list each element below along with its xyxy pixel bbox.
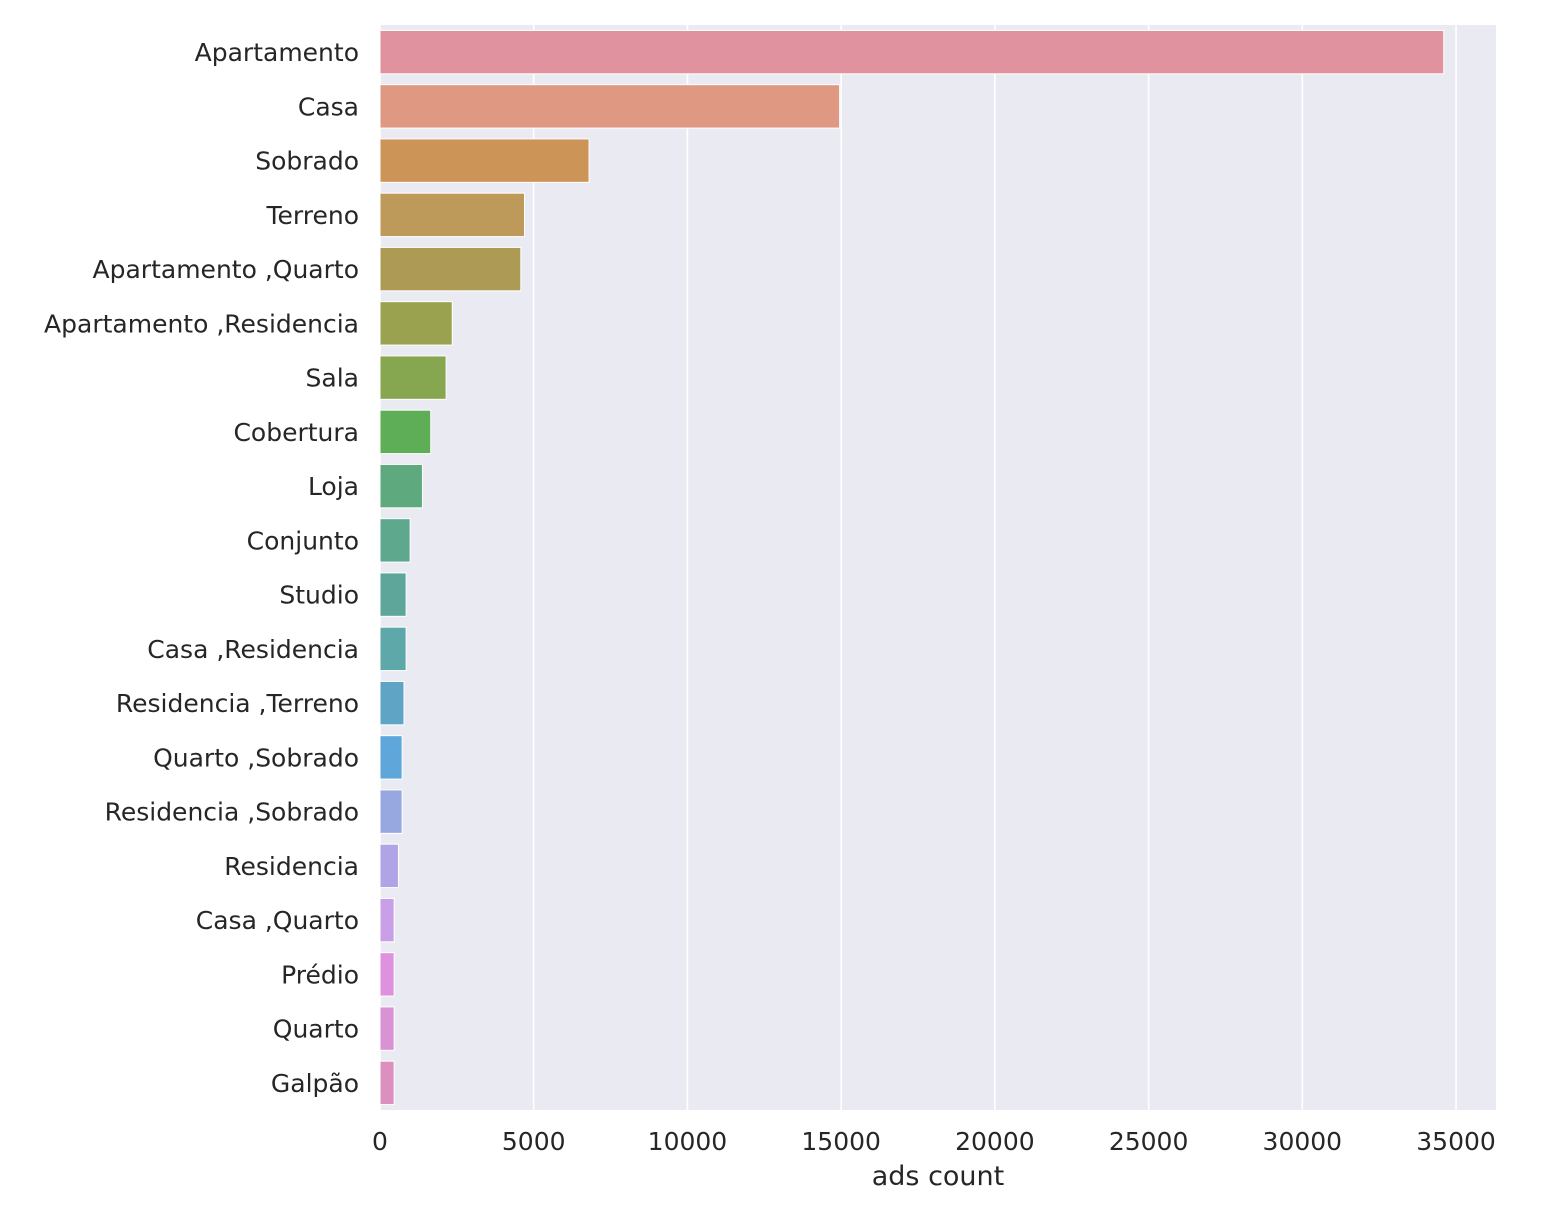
category-label: Sobrado (255, 147, 359, 176)
category-label: Quarto ,Sobrado (153, 743, 359, 772)
category-label: Residencia ,Sobrado (105, 798, 359, 827)
category-label: Residencia ,Terreno (116, 689, 359, 718)
category-label: Sala (306, 364, 359, 393)
x-tick-label: 5000 (502, 1127, 566, 1156)
bar (379, 626, 407, 672)
bar (379, 680, 405, 726)
bar (379, 84, 841, 129)
bar (379, 409, 432, 455)
category-label: Loja (308, 472, 359, 501)
category-label: Casa (298, 92, 359, 121)
bar (379, 138, 590, 183)
x-axis-title: ads count (872, 1161, 1005, 1192)
bar (379, 518, 411, 563)
category-label: Conjunto (247, 526, 359, 555)
category-label: Apartamento ,Residencia (44, 309, 359, 338)
category-label: Casa ,Residencia (147, 635, 359, 664)
x-tick-label: 15000 (801, 1127, 881, 1156)
category-label: Apartamento ,Quarto (93, 255, 359, 284)
plot-background (380, 25, 1496, 1110)
bar (379, 301, 453, 346)
category-label: Studio (279, 581, 359, 610)
bar (379, 572, 407, 617)
x-tick-label: 10000 (648, 1127, 728, 1156)
bar (379, 246, 522, 292)
bar (379, 463, 423, 509)
bar (379, 897, 395, 943)
category-label: Quarto (273, 1015, 359, 1044)
category-label: Cobertura (233, 418, 359, 447)
bar (379, 1006, 395, 1051)
category-label: Terreno (266, 201, 360, 230)
category-label: Prédio (281, 960, 359, 989)
category-label: Apartamento (195, 38, 359, 67)
x-tick-label: 25000 (1109, 1127, 1189, 1156)
category-label: Residencia (224, 852, 359, 881)
bars (379, 29, 1445, 1106)
category-labels: Apartamento Casa Sobrado Terreno Apartamento… (44, 38, 359, 1098)
bar (379, 952, 395, 997)
x-tick-label: 35000 (1416, 1127, 1496, 1156)
x-tick-labels: 0 5000 10000 15000 20000 25000 30000 35000 (372, 1127, 1496, 1156)
category-label: Galpão (271, 1069, 359, 1098)
bar (379, 29, 1445, 75)
bar (379, 843, 399, 889)
x-tick-label: 30000 (1263, 1127, 1343, 1156)
bar (379, 1060, 395, 1106)
x-tick-label: 20000 (955, 1127, 1035, 1156)
category-label: Casa ,Quarto (196, 906, 359, 935)
grid-lines (379, 25, 1457, 1110)
bar (379, 355, 447, 400)
bar (379, 789, 403, 834)
bar (379, 735, 403, 780)
bar (379, 192, 525, 238)
x-tick-label: 0 (372, 1127, 388, 1156)
